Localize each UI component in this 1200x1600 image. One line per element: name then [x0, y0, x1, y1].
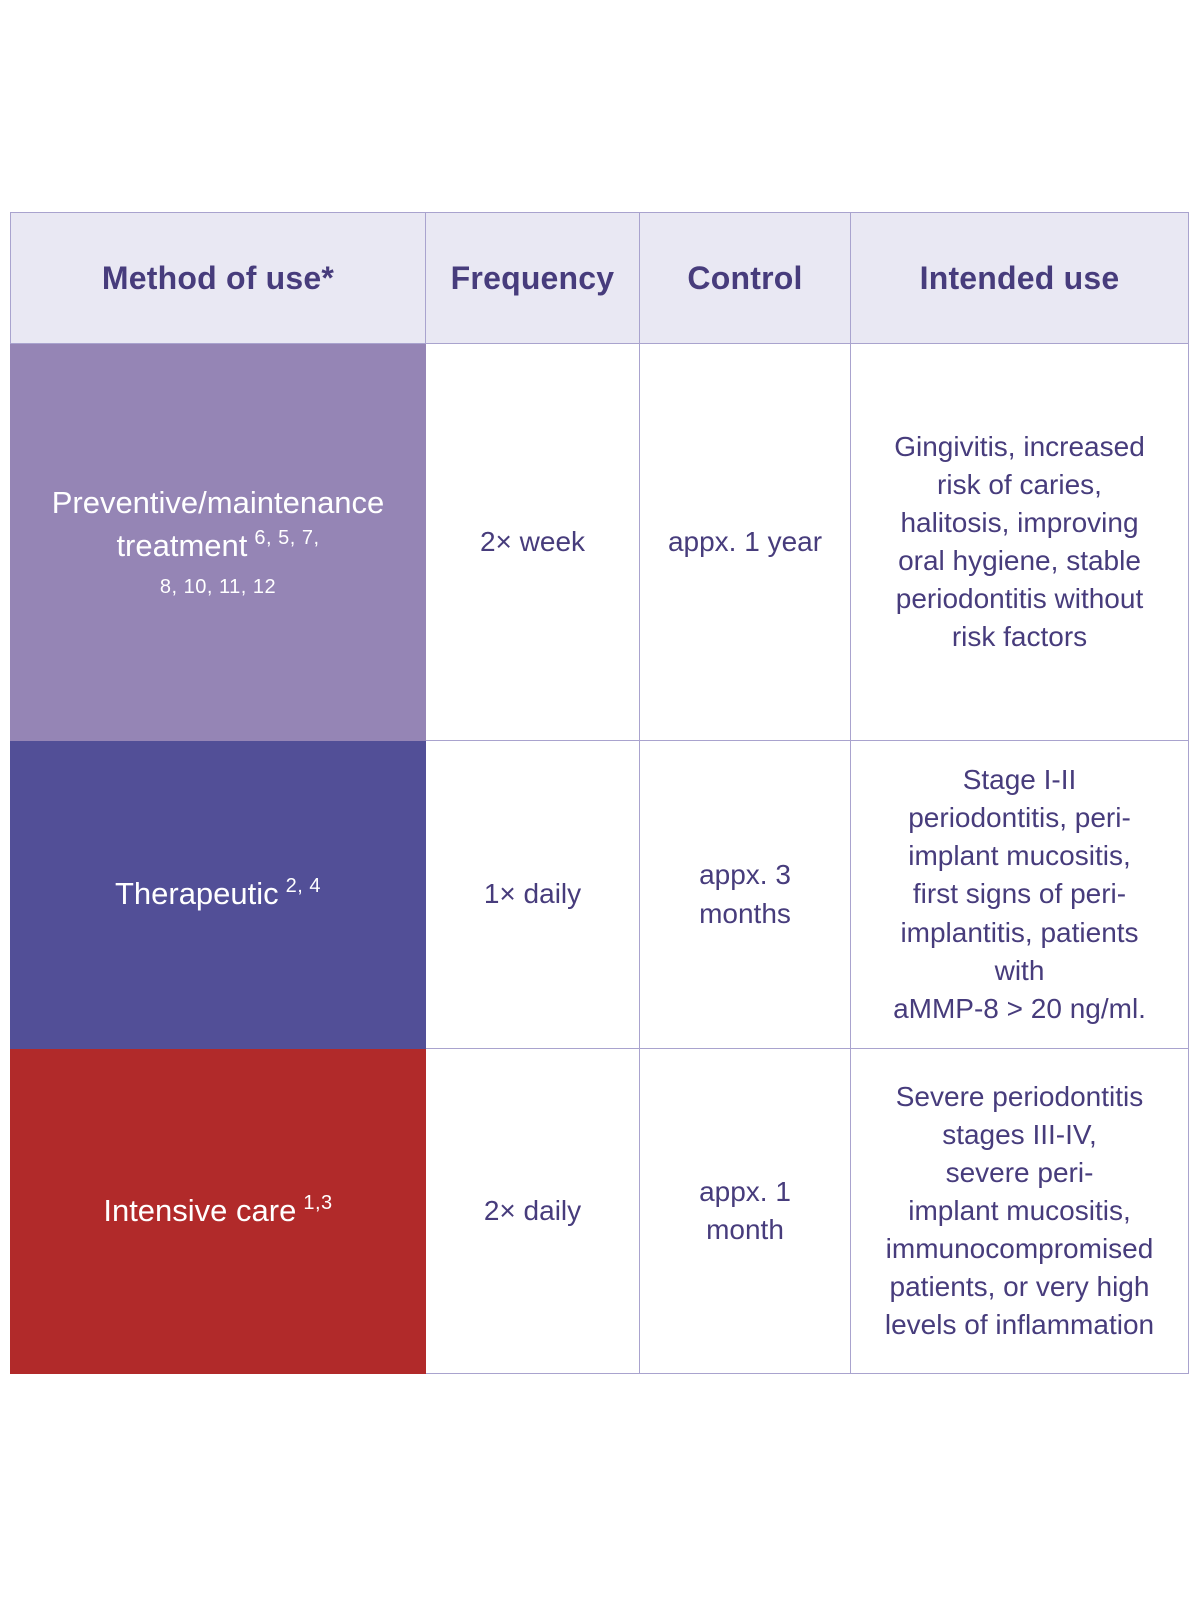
treatment-usage-table: Method of use* Frequency Control Intende…	[10, 212, 1189, 1374]
intended-use-cell-therapeutic: Stage I-II periodontitis, peri- implant …	[850, 740, 1189, 1049]
col-header-control: Control	[639, 212, 851, 344]
col-header-method-of-use: Method of use*	[10, 212, 426, 344]
method-label: Intensive care	[103, 1192, 297, 1228]
method-label-wrap: Preventive/maintenance treatment 6, 5, 7,…	[21, 482, 415, 601]
method-cell-preventive: Preventive/maintenance treatment 6, 5, 7,…	[10, 343, 426, 741]
method-superscript-line2: 8, 10, 11, 12	[159, 575, 277, 598]
control-cell-therapeutic: appx. 3 months	[639, 740, 851, 1049]
table-row-intensive: Intensive care 1,3 2× daily appx. 1 month…	[10, 1048, 1189, 1374]
col-header-intended-use: Intended use	[850, 212, 1189, 344]
method-cell-intensive: Intensive care 1,3	[10, 1048, 426, 1374]
col-header-frequency: Frequency	[425, 212, 640, 344]
method-superscript: 2, 4	[285, 875, 322, 898]
method-label: Preventive/maintenance treatment	[51, 485, 385, 564]
table-row-preventive: Preventive/maintenance treatment 6, 5, 7,…	[10, 343, 1189, 741]
method-label: Therapeutic	[114, 876, 279, 912]
method-superscript: 1,3	[303, 1191, 333, 1214]
control-cell-intensive: appx. 1 month	[639, 1048, 851, 1374]
method-label-wrap: Intensive care 1,3	[21, 1190, 415, 1233]
frequency-cell-therapeutic: 1× daily	[425, 740, 640, 1049]
table-header-row: Method of use* Frequency Control Intende…	[10, 212, 1189, 344]
method-cell-therapeutic: Therapeutic 2, 4	[10, 740, 426, 1049]
method-superscript: 6, 5, 7,	[254, 527, 320, 550]
frequency-cell-preventive: 2× week	[425, 343, 640, 741]
intended-use-cell-preventive: Gingivitis, increased risk of caries, ha…	[850, 343, 1189, 741]
table-row-therapeutic: Therapeutic 2, 4 1× daily appx. 3 months …	[10, 740, 1189, 1049]
intended-use-cell-intensive: Severe periodontitis stages III-IV, seve…	[850, 1048, 1189, 1374]
method-label-wrap: Therapeutic 2, 4	[21, 873, 415, 916]
control-cell-preventive: appx. 1 year	[639, 343, 851, 741]
frequency-cell-intensive: 2× daily	[425, 1048, 640, 1374]
